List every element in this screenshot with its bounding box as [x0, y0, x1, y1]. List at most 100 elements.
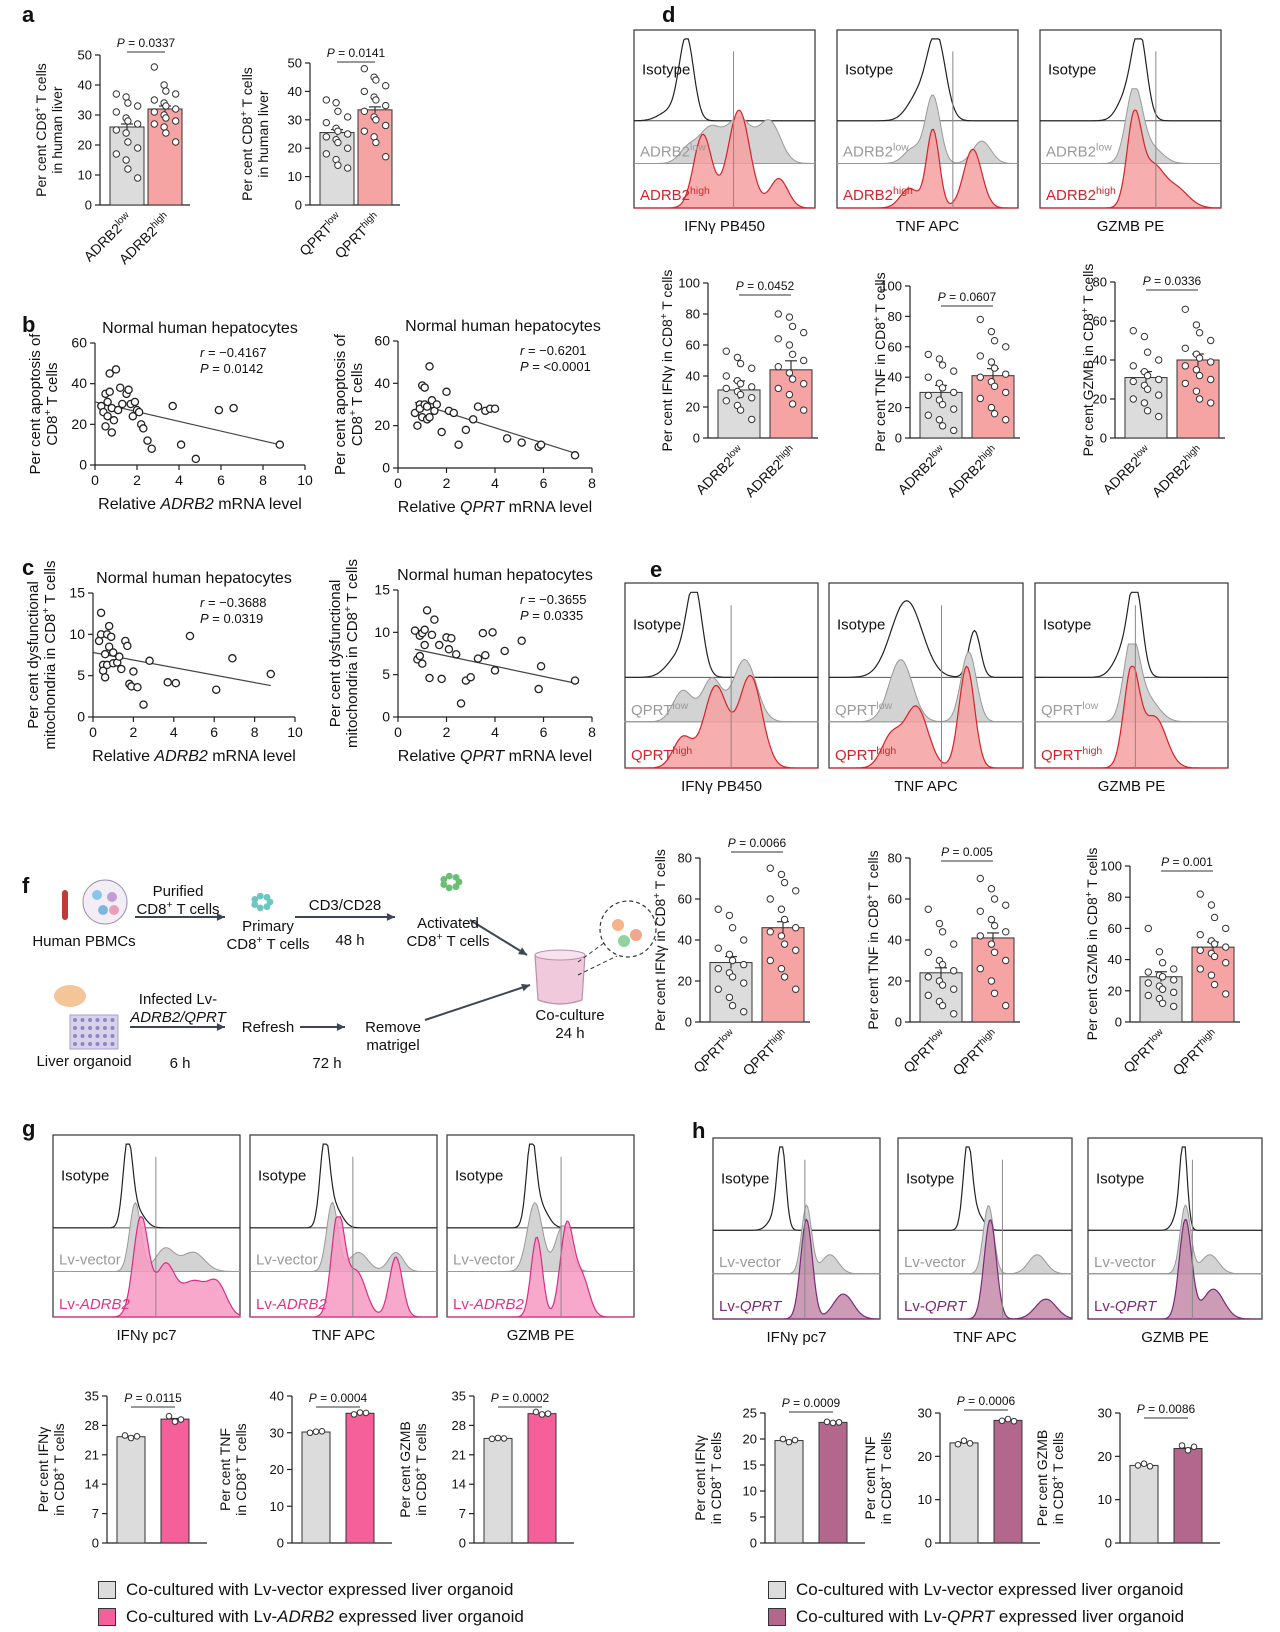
activated-cells-icon	[445, 872, 453, 880]
isotype-curve	[250, 1143, 437, 1229]
plate-well-icon	[88, 1042, 92, 1046]
data-point	[490, 666, 500, 675]
stat-label: P = 0.0335	[520, 608, 583, 623]
text-part: ADRB2	[276, 1296, 328, 1313]
data-point	[966, 1440, 974, 1447]
data-point	[473, 654, 483, 663]
text-part: low	[893, 142, 909, 154]
text-part: Relative	[98, 496, 160, 513]
data-point	[935, 919, 944, 928]
p-rest: = 0.0086	[1145, 1402, 1196, 1416]
y-axis-label: in CD8+ T cells	[51, 1423, 68, 1515]
data-point	[950, 985, 958, 993]
data-point	[924, 391, 932, 400]
plate-well-icon	[73, 1026, 77, 1030]
stat-label: P = 0.0319	[200, 611, 263, 626]
data-point	[725, 911, 734, 920]
p-italic: P	[941, 845, 949, 859]
y-tick-label: 0	[77, 709, 85, 725]
data-point	[829, 1419, 837, 1427]
x-tick-label: QPRThigh	[949, 1026, 1001, 1078]
data-point	[748, 364, 756, 372]
text-part: Lv-vector	[59, 1252, 121, 1269]
stat-italic: r	[520, 592, 525, 607]
x-tick-label: ADRB2high	[741, 442, 799, 500]
text-part: +	[708, 1475, 719, 1481]
data-point	[785, 313, 794, 321]
data-point	[935, 355, 944, 363]
data-point	[417, 659, 427, 668]
text-part: ADRB2	[944, 456, 988, 500]
data-point	[124, 117, 132, 125]
text-part: Lv-	[719, 1298, 740, 1315]
cell-icon	[630, 929, 642, 941]
data-point	[150, 120, 159, 128]
text-part: Lv-vector	[453, 1252, 515, 1269]
isotype-curve	[1035, 591, 1228, 678]
text-part: low	[1096, 142, 1112, 154]
p-italic: P	[736, 279, 744, 293]
p-value-label: P = 0.0115	[124, 1391, 182, 1405]
text-part: ADRB2	[1099, 453, 1143, 497]
high-expression-curve	[713, 1218, 880, 1320]
p-italic: P	[957, 1394, 965, 1408]
data-point	[150, 63, 159, 71]
p-value-label: P = 0.0336	[1143, 274, 1202, 288]
data-point	[103, 411, 112, 421]
bar	[301, 1431, 331, 1544]
plate-well-icon	[88, 1026, 92, 1030]
text-part: in human liver	[255, 90, 271, 177]
data-point	[800, 328, 808, 337]
isotype-label: Isotype	[258, 1168, 306, 1185]
data-point	[468, 415, 478, 424]
data-point	[785, 1438, 793, 1446]
text-part: ADRB2	[153, 748, 207, 765]
stat-label: r = −0.3655	[520, 592, 587, 607]
y-tick-label: 20	[686, 400, 700, 415]
data-point	[536, 440, 546, 449]
plate-well-icon	[73, 1018, 77, 1022]
data-point	[312, 1428, 320, 1435]
x-axis-label: Relative ADRB2 mRNA level	[98, 496, 302, 513]
text-part: T cells	[708, 1432, 724, 1476]
data-point	[422, 606, 432, 615]
y-tick-label: 10	[918, 1492, 932, 1507]
primary-cells-icon	[251, 895, 259, 903]
data-point	[171, 105, 180, 113]
arrow-to-coculture	[469, 919, 528, 956]
data-point	[950, 388, 958, 397]
time-24h-label: 24 h	[555, 1025, 584, 1042]
y-axis-label: in human liver	[255, 90, 271, 177]
y-tick-label: 28	[452, 1418, 466, 1433]
data-point	[266, 669, 276, 679]
data-point	[275, 440, 285, 449]
text-part: +	[413, 1467, 424, 1473]
text-part: CD8	[708, 1481, 724, 1509]
high-group-label: Lv-QPRT	[1094, 1298, 1158, 1315]
data-point	[774, 363, 782, 371]
p-value-label: P = 0.0002	[491, 1391, 550, 1405]
arrow-head-icon	[386, 913, 395, 921]
high-group-label: ADRB2high	[640, 185, 710, 204]
text-part: low	[876, 700, 892, 712]
data-point	[488, 1435, 496, 1443]
text-part: Per cent IFNγ	[692, 1435, 708, 1521]
stat-rest: = 0.0335	[529, 608, 584, 623]
data-point	[1222, 943, 1230, 951]
data-point	[171, 90, 180, 98]
data-point	[792, 985, 800, 993]
marker-axis-label: IFNγ pc7	[766, 1329, 826, 1346]
p-rest: = 0.0002	[499, 1391, 550, 1405]
data-point	[1143, 385, 1152, 393]
bar	[774, 1440, 804, 1544]
y-axis-label: Per cent IFNγ in CD8+ T cells	[652, 849, 669, 1031]
data-point	[425, 362, 434, 371]
p-italic: P	[327, 46, 335, 60]
y-tick-label: 60	[374, 333, 390, 349]
chart-title: Normal human hepatocytes	[96, 570, 292, 587]
legend-h-low-text: Co-cultured with Lv-vector expressed liv…	[796, 1580, 1184, 1599]
panel-label-c: c	[22, 555, 35, 580]
marker-axis-label: TNF APC	[896, 218, 960, 235]
